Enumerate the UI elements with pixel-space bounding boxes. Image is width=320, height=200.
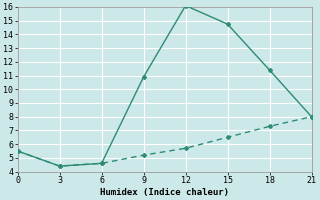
X-axis label: Humidex (Indice chaleur): Humidex (Indice chaleur) bbox=[100, 188, 229, 197]
